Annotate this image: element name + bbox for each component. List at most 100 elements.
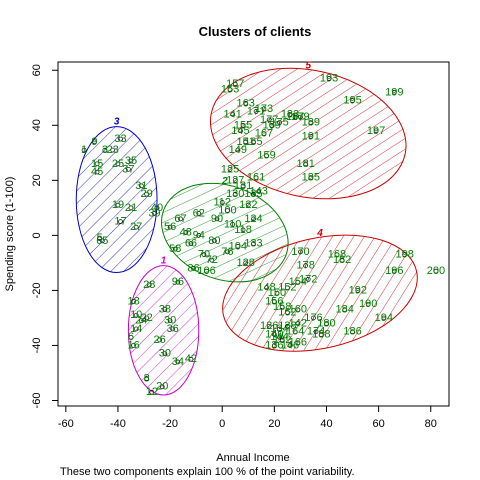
point-label: 9 (91, 136, 97, 148)
data-point (295, 279, 301, 285)
data-point (272, 343, 277, 348)
point-label: 135 (244, 188, 262, 200)
cluster-3-ellipse (75, 126, 158, 274)
data-point (172, 246, 178, 252)
cluster-ellipses (75, 67, 418, 396)
point-label: 5 (97, 232, 103, 244)
data-point (159, 384, 165, 390)
data-point (144, 191, 149, 197)
data-point (235, 244, 241, 249)
point-label: 22 (141, 312, 153, 324)
data-point (256, 188, 262, 194)
data-point (311, 315, 316, 321)
point-label: 130 (226, 188, 244, 200)
point-label: 192 (349, 284, 367, 296)
data-point (253, 175, 259, 180)
data-point (225, 249, 230, 255)
point-label: 169 (263, 119, 281, 131)
data-point (94, 169, 100, 175)
data-point (191, 266, 196, 271)
data-point (146, 282, 152, 288)
point-label: 181 (296, 158, 314, 170)
data-point (334, 252, 340, 257)
point-label: 200 (427, 265, 445, 277)
data-point (292, 329, 298, 335)
data-point (110, 147, 116, 153)
point-label: 128 (237, 257, 255, 269)
y-tick-label: 0 (31, 232, 43, 238)
point-label: 190 (359, 298, 377, 310)
cluster-5-ellipse (209, 67, 407, 200)
data-point (245, 202, 251, 208)
data-point (272, 332, 277, 337)
data-point (251, 241, 256, 246)
point-label: 31 (135, 180, 147, 192)
y-tick-label: -20 (31, 282, 43, 298)
data-point (277, 120, 282, 125)
point-label: 27 (130, 221, 142, 233)
data-point (287, 111, 293, 117)
y-tick-label: -60 (31, 393, 43, 409)
data-point (350, 329, 355, 335)
data-point (391, 89, 397, 95)
point-label: 80 (208, 235, 220, 247)
point-label: 141 (223, 108, 241, 120)
data-point (339, 257, 345, 263)
point-label: 122 (239, 199, 257, 211)
data-point (298, 249, 303, 255)
y-tick-label: -40 (31, 338, 43, 354)
point-label: 195 (343, 95, 361, 107)
data-point (303, 263, 308, 268)
data-point (128, 205, 134, 211)
point-label: 42 (185, 353, 197, 365)
data-point (295, 340, 301, 346)
data-point (381, 315, 387, 321)
point-label: 39 (148, 207, 160, 219)
point-label: 86 (187, 262, 199, 274)
data-point (350, 98, 355, 103)
cluster-4-label: 4 (316, 228, 323, 239)
data-point (225, 208, 230, 213)
data-point (128, 158, 134, 164)
data-point (355, 288, 361, 293)
data-point (232, 81, 238, 87)
point-label: 14 (130, 323, 142, 335)
x-tick-label: -20 (162, 418, 178, 430)
data-point (99, 238, 105, 244)
point-label: 20 (156, 381, 168, 393)
point-label: 159 (257, 150, 275, 162)
data-point (227, 166, 233, 172)
data-point (115, 161, 121, 167)
data-point (175, 359, 181, 365)
data-point (235, 147, 241, 153)
point-label: 70 (198, 249, 210, 261)
point-label: 132 (273, 334, 291, 346)
data-point (188, 356, 194, 362)
point-label: 164 (286, 326, 304, 338)
data-point (115, 202, 121, 208)
data-point (243, 100, 249, 106)
point-label: 112 (213, 196, 231, 208)
point-label: 29 (141, 188, 153, 200)
point-label: 182 (333, 254, 351, 266)
point-label: 34 (172, 356, 184, 368)
point-label: 96 (172, 276, 184, 288)
data-point (196, 211, 202, 216)
data-point (324, 321, 329, 326)
data-point (277, 334, 282, 340)
y-axis-label: Spending score (1-100) (4, 177, 16, 292)
point-label: 174 (307, 326, 325, 338)
point-label: 131 (234, 180, 252, 192)
data-point (274, 290, 280, 296)
data-point (295, 321, 301, 326)
point-label: 194 (375, 312, 393, 324)
point-label: 167 (255, 128, 273, 140)
data-point (365, 301, 371, 307)
point-label: 26 (154, 334, 166, 346)
point-label: 62 (193, 207, 205, 219)
data-point (298, 114, 303, 120)
point-label: 15 (91, 158, 103, 170)
data-point (157, 337, 163, 343)
point-label: 197 (367, 125, 385, 137)
cluster-3-label: 3 (114, 117, 120, 128)
